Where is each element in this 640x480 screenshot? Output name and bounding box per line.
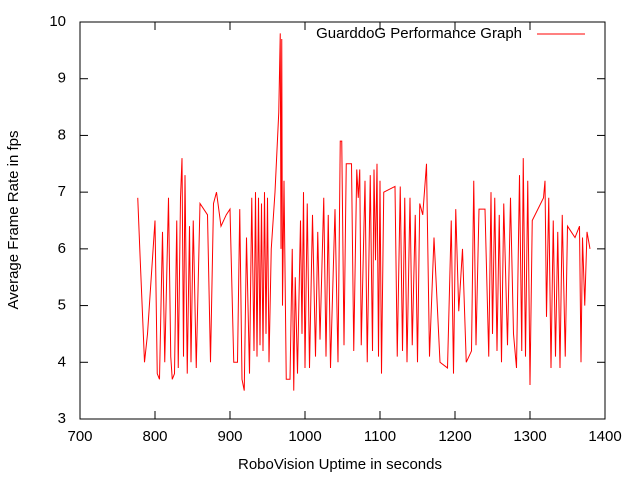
y-tick-label: 8 [58,126,66,143]
plot-border [79,21,606,420]
x-tick-label: 900 [217,428,242,445]
y-axis-label: Average Frame Rate in fps [5,131,22,310]
y-tick-label: 3 [58,410,66,427]
x-tick-label: 1200 [438,428,471,445]
x-tick-label: 1300 [513,428,546,445]
y-tick-label: 5 [58,297,66,314]
x-tick-label: 1400 [588,428,621,445]
x-tick-label: 800 [142,428,167,445]
y-tick-label: 9 [58,70,66,87]
x-tick-label: 1000 [288,428,321,445]
y-tick-label: 10 [49,13,66,30]
data-line [137,33,591,391]
x-tick-label: 1100 [364,428,396,445]
y-tick-label: 7 [58,183,66,200]
legend-label: GuarddoG Performance Graph [316,25,522,42]
x-tick-label: 700 [67,428,92,445]
x-axis-label: RoboVision Uptime in seconds [238,456,442,473]
y-tick-label: 4 [58,353,66,370]
y-tick-label: 6 [58,240,66,257]
